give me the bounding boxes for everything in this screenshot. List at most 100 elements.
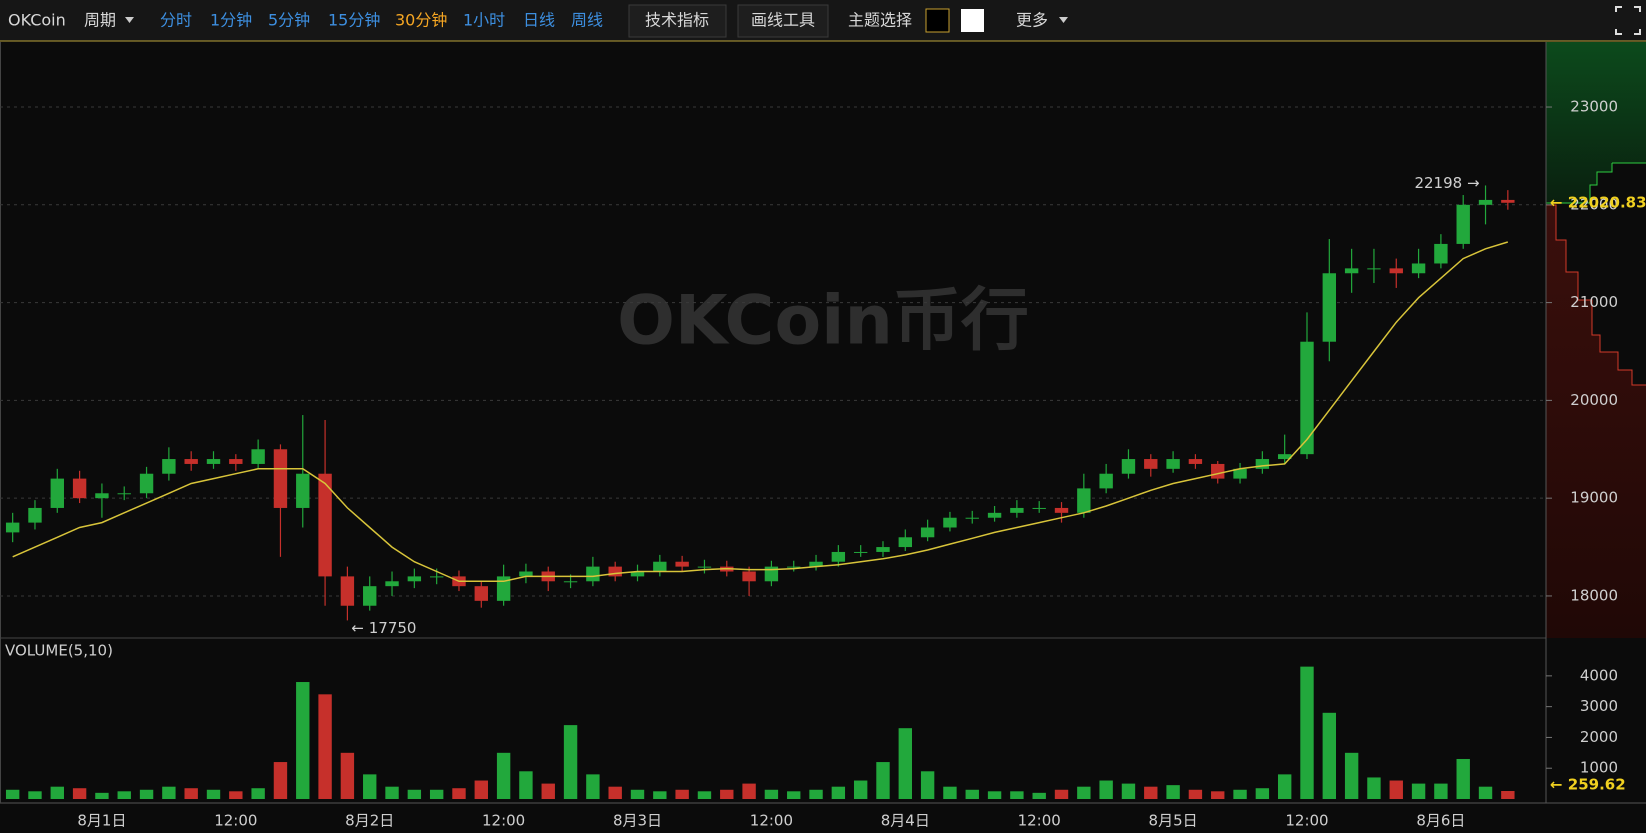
interval-option[interactable]: 30分钟: [395, 11, 447, 30]
depth-asks-line: [1546, 204, 1646, 386]
candle-body: [496, 576, 511, 601]
x-tick-label: 12:00: [214, 812, 257, 830]
watermark: OKCoin币行: [617, 282, 1029, 361]
x-tick-label: 12:00: [750, 812, 793, 830]
theme-light[interactable]: [961, 9, 984, 32]
candle-body: [1010, 507, 1024, 513]
last-volume-label: ← 259.62: [1550, 776, 1626, 794]
volume-bar: [385, 786, 399, 799]
x-tick-label: 12:00: [1018, 812, 1061, 830]
volume-bar: [697, 791, 712, 799]
volume-tick-label: 4000: [1580, 666, 1618, 684]
volume-bar: [318, 694, 332, 799]
candle-body: [251, 449, 265, 464]
interval-option[interactable]: 5分钟: [268, 11, 310, 30]
volume-bar: [764, 789, 779, 799]
candle-body: [831, 551, 846, 562]
volume-bar: [787, 791, 801, 799]
x-tick-label: 8月1日: [77, 812, 126, 830]
volume-title: VOLUME(5,10): [5, 642, 113, 660]
volume-bar: [184, 788, 198, 799]
moving-average: [12, 241, 1509, 583]
candle-body: [340, 576, 355, 606]
volume-bar: [363, 774, 377, 799]
volume-bar: [675, 789, 689, 799]
volume-bar: [519, 771, 533, 799]
volume-bar: [1010, 791, 1024, 799]
volume-bar: [1367, 777, 1381, 799]
theme-dark[interactable]: [925, 8, 950, 33]
volume-bar: [1411, 783, 1426, 799]
interval-option[interactable]: 分时: [160, 11, 192, 30]
interval-group: 分时 1分钟 5分钟 15分钟 30分钟 1小时 日线 周线: [160, 11, 603, 30]
candle-body: [407, 576, 422, 582]
interval-option[interactable]: 日线: [523, 11, 555, 30]
indicator-button[interactable]: 技术指标: [645, 11, 709, 30]
volume-bar: [496, 752, 511, 799]
candle-body: [117, 493, 131, 495]
volume-bar: [586, 774, 600, 799]
fullscreen-icon[interactable]: [1615, 6, 1641, 35]
x-tick-label: 8月2日: [345, 812, 394, 830]
candle-body: [697, 566, 712, 568]
volume-bar: [452, 788, 466, 799]
x-tick-label: 12:00: [482, 812, 525, 830]
volume-bar: [853, 780, 868, 799]
candle-body: [586, 566, 600, 582]
volume-bar: [876, 762, 890, 799]
candle-body: [474, 586, 488, 601]
candle-body: [787, 566, 801, 568]
period-menu[interactable]: 周期: [84, 11, 116, 30]
candle-body: [920, 527, 935, 538]
volume-bar: [898, 728, 912, 799]
y-tick-label: 20000: [1570, 391, 1618, 409]
volume-bar: [407, 789, 422, 799]
volume-bar: [987, 791, 1002, 799]
volume-bar: [162, 786, 176, 799]
candle-body: [385, 581, 399, 587]
depth-bids: [1546, 42, 1646, 203]
candle-body: [742, 571, 756, 582]
interval-option[interactable]: 1分钟: [210, 11, 252, 30]
volume-bar: [1501, 791, 1515, 799]
interval-option[interactable]: 周线: [571, 11, 603, 30]
candle-body: [1211, 463, 1225, 479]
candle-body: [206, 459, 221, 464]
volume-bar: [831, 786, 846, 799]
candle-body: [943, 517, 957, 528]
candle-body: [1367, 268, 1381, 270]
candle-body: [853, 551, 868, 553]
volume-bar: [1099, 780, 1113, 799]
volume-bar: [920, 771, 935, 799]
volume-bar: [1389, 780, 1403, 799]
candle-body: [1099, 473, 1113, 489]
interval-option[interactable]: 1小时: [463, 11, 505, 30]
volume-bar: [229, 791, 243, 799]
candle-body: [318, 473, 332, 577]
drawing-tools-button[interactable]: 画线工具: [751, 11, 815, 30]
candle-body: [1344, 268, 1359, 274]
y-tick-label: 18000: [1570, 586, 1618, 604]
volume-bar: [296, 682, 310, 799]
candle-body: [653, 561, 667, 572]
candle-body: [1144, 459, 1158, 469]
volume-bar: [943, 786, 957, 799]
volume-bar: [742, 783, 756, 799]
more-menu[interactable]: 更多: [1016, 11, 1048, 30]
y-tick-label: 22000: [1570, 195, 1618, 213]
candle-body: [1322, 273, 1337, 342]
volume-bar: [251, 788, 265, 799]
button-bg: [628, 4, 727, 38]
interval-option[interactable]: 15分钟: [328, 11, 380, 30]
volume-bar: [1032, 792, 1046, 799]
candle-body: [987, 512, 1002, 518]
price-annotation: 22198 →: [1414, 174, 1479, 192]
candle-body: [1478, 199, 1493, 205]
candle-body: [95, 493, 109, 499]
x-tick-label: 8月5日: [1149, 812, 1198, 830]
dropdown-arrow: [125, 17, 134, 23]
volume-bar: [1456, 758, 1470, 799]
last-price-label: ← 22020.83: [1550, 193, 1646, 211]
